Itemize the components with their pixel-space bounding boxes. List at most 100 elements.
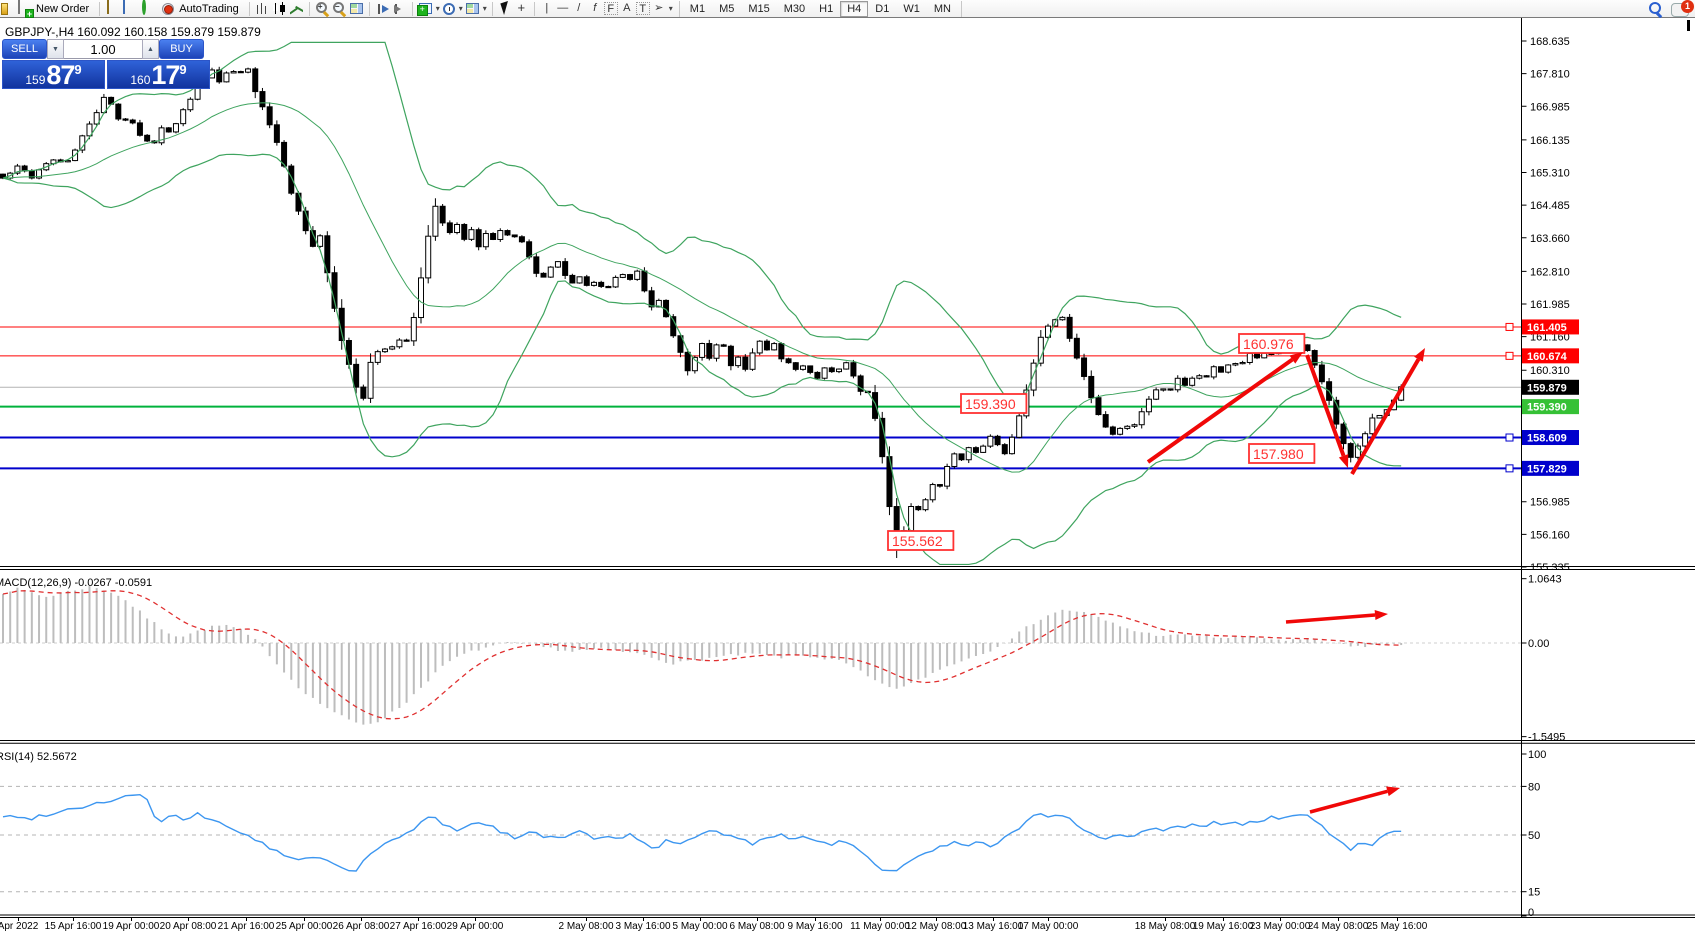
fibonacci-tool-icon[interactable]: F	[603, 2, 618, 15]
timeframe-MN[interactable]: MN	[933, 2, 951, 15]
add-indicator-icon[interactable]	[416, 3, 432, 16]
line-chart-icon[interactable]	[290, 3, 303, 15]
search-icon[interactable]	[1647, 1, 1663, 17]
time-axis-label: 27 Apr 16:00	[389, 921, 447, 932]
trendline-tool-icon[interactable]: /	[577, 2, 581, 14]
crosshair-tool-icon[interactable]: +	[517, 0, 526, 15]
time-axis-label: 12 May 08:00	[905, 921, 967, 932]
time-axis-label: 20 Apr 08:00	[159, 921, 217, 932]
clipped-icon	[1, 2, 8, 15]
timeframe-M15[interactable]: M15	[748, 2, 770, 15]
zoom-out-icon[interactable]: −	[332, 1, 347, 16]
text-tool-icon[interactable]: A	[623, 2, 631, 14]
price-axis-tick: 165.310	[1530, 168, 1570, 180]
time-axis-label: 3 May 16:00	[615, 921, 671, 932]
buy-price-display[interactable]: 160 17 9	[107, 60, 210, 89]
horizontal-line-tool-icon[interactable]: —	[557, 2, 569, 14]
time-axis-tick	[993, 918, 994, 921]
rsi-label: RSI(14) 52.5672	[0, 751, 77, 763]
chart-shift-icon[interactable]	[393, 3, 406, 15]
autotrading-button[interactable]: AutoTrading	[156, 1, 244, 17]
price-badge	[1522, 348, 1579, 364]
time-axis-label: 15 Apr 16:00	[44, 921, 102, 932]
template-icon[interactable]	[465, 3, 479, 14]
timeframe-D1[interactable]: D1	[875, 2, 890, 15]
autotrading-icon	[162, 2, 175, 15]
hline-handle[interactable]	[1505, 351, 1514, 360]
volume-decrease-button[interactable]: ▼	[47, 39, 64, 59]
label-tool-icon[interactable]: T	[635, 2, 650, 15]
time-axis-tick	[131, 918, 132, 921]
scroll-marker[interactable]	[1687, 20, 1690, 31]
hline-handle[interactable]	[1505, 322, 1514, 331]
alerts-icon[interactable]	[139, 0, 154, 16]
toolbar: + New Order AutoTrading + − ▾ ▾ ▾ + |	[0, 0, 1695, 19]
macd-label: MACD(12,26,9) -0.0267 -0.0591	[0, 577, 153, 589]
buy-button[interactable]: BUY	[159, 39, 204, 59]
timeframe-W1[interactable]: W1	[903, 2, 920, 15]
zoom-in-icon[interactable]: +	[315, 1, 330, 16]
cursor-tool-icon[interactable]	[499, 2, 511, 15]
volume-input[interactable]	[64, 39, 142, 59]
sell-price-display[interactable]: 159 87 9	[2, 60, 105, 89]
time-axis-tick	[475, 918, 476, 921]
price-badge	[1522, 319, 1579, 335]
template-dropdown-icon[interactable]: ▾	[482, 4, 487, 13]
equidistant-channel-tool-icon[interactable]: f	[593, 2, 597, 14]
time-axis-tick	[1223, 918, 1224, 921]
time-axis-label: 17 May 00:00	[1017, 921, 1079, 932]
notifications-icon[interactable]: 1	[1671, 0, 1694, 17]
shapes-dropdown-icon[interactable]: ▾	[668, 4, 673, 13]
price-axis-tick: 156.985	[1530, 497, 1570, 509]
timeframe-M5[interactable]: M5	[719, 2, 735, 15]
macd-axis-tick: 1.0643	[1528, 574, 1562, 586]
svg-text:159.879: 159.879	[1527, 382, 1567, 394]
timeframe-H4[interactable]: H4	[840, 0, 869, 17]
time-axis-label: 18 May 08:00	[1134, 921, 1196, 932]
timeframe-toolbar: M1 M5 M15 M30 H1 H4 D1 W1 MN	[678, 0, 962, 17]
market-watch-icon[interactable]	[105, 0, 120, 16]
bar-chart-icon[interactable]	[255, 2, 269, 15]
period-icon[interactable]	[442, 2, 455, 15]
volume-increase-button[interactable]: ▲	[142, 39, 159, 59]
indicator-dropdown-icon[interactable]: ▾	[435, 4, 440, 13]
svg-text:159.390: 159.390	[965, 396, 1016, 412]
data-window-icon[interactable]	[122, 0, 137, 16]
time-axis-label: 26 Apr 08:00	[332, 921, 390, 932]
timeframe-M30[interactable]: M30	[783, 2, 806, 15]
candlestick-chart-icon[interactable]	[272, 2, 286, 15]
hline-handle[interactable]	[1505, 464, 1514, 473]
macd-indicator-panel[interactable]: 1.0643 0.00 -1.5495	[0, 570, 1695, 744]
price-annotation	[1238, 333, 1306, 354]
time-axis-label: 13 May 16:00	[962, 921, 1024, 932]
time-axis-label: 24 May 08:00	[1307, 921, 1369, 932]
shapes-tool-icon[interactable]: ➢	[654, 2, 664, 14]
svg-text:157.829: 157.829	[1527, 463, 1567, 475]
hline-handle[interactable]	[1505, 433, 1514, 442]
period-dropdown-icon[interactable]: ▾	[458, 4, 463, 13]
rsi-axis-tick: 100	[1528, 749, 1546, 761]
price-axis-tick: 162.810	[1530, 266, 1570, 278]
time-axis-tick	[188, 918, 189, 921]
timeframe-H1[interactable]: H1	[819, 2, 834, 15]
rsi-line	[2, 794, 1402, 872]
main-price-chart[interactable]: 168.635 167.810 166.985 166.135 165.310 164.4…	[0, 18, 1695, 570]
vertical-line-tool-icon[interactable]: |	[545, 2, 549, 14]
svg-text:158.609: 158.609	[1527, 433, 1567, 445]
new-order-label: New Order	[36, 2, 90, 15]
rsi-indicator-panel[interactable]: 100 80 50 15 0	[0, 744, 1695, 918]
price-axis-tick: 161.985	[1530, 299, 1570, 311]
time-axis-tick	[1165, 918, 1166, 921]
price-annotation	[1248, 443, 1316, 464]
tile-windows-icon[interactable]	[349, 3, 363, 14]
time-axis-tick	[643, 918, 644, 921]
sell-button[interactable]: SELL	[2, 39, 47, 59]
time-axis-tick	[1338, 918, 1339, 921]
buy-price-sup: 9	[179, 62, 187, 77]
new-order-button[interactable]: + New Order	[12, 0, 94, 19]
time-axis-label: 29 Apr 00:00	[446, 921, 504, 932]
auto-scroll-icon[interactable]	[376, 3, 389, 15]
timeframe-M1[interactable]: M1	[689, 2, 706, 15]
autotrading-label: AutoTrading	[179, 2, 239, 15]
